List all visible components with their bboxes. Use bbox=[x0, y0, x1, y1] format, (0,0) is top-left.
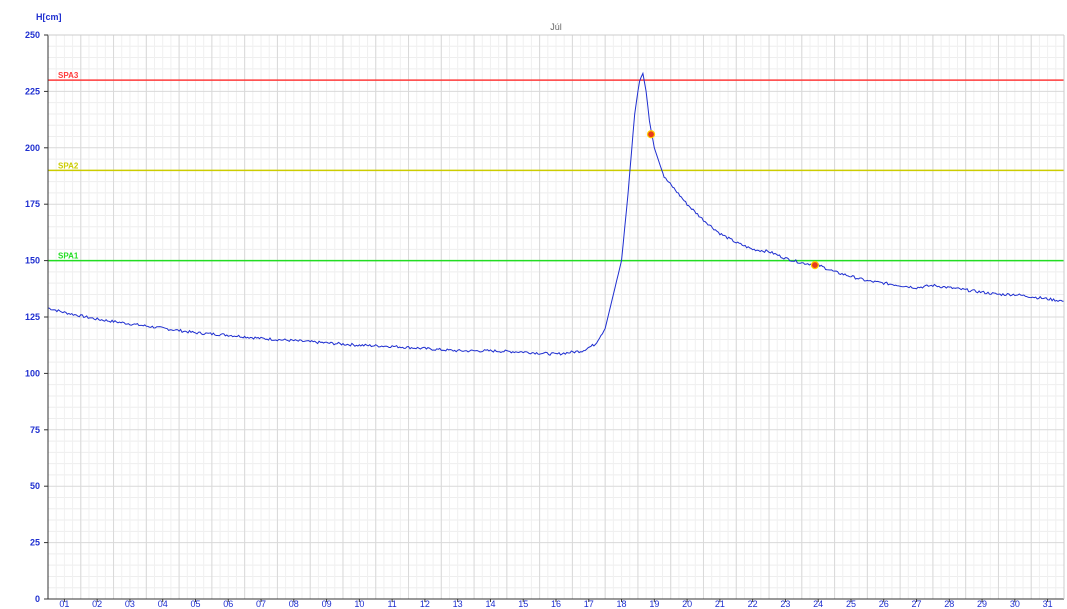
x-tick-label: 12 bbox=[420, 599, 430, 609]
x-tick-label: 14 bbox=[485, 599, 495, 609]
reference-label-spa1: SPA1 bbox=[58, 252, 79, 261]
x-tick-label: 23 bbox=[780, 599, 790, 609]
x-tick-label: 30 bbox=[1010, 599, 1020, 609]
x-tick-label: 08 bbox=[289, 599, 299, 609]
x-tick-label: 27 bbox=[912, 599, 922, 609]
y-tick-label: 175 bbox=[25, 199, 40, 209]
x-tick-label: 28 bbox=[944, 599, 954, 609]
x-tick-label: 10 bbox=[354, 599, 364, 609]
y-tick-labels: 0 25 50 75 100 125 150 175 200 225 250 bbox=[25, 30, 40, 604]
x-tick-label: 07 bbox=[256, 599, 266, 609]
x-tick-label: 24 bbox=[813, 599, 823, 609]
x-tick-label: 21 bbox=[715, 599, 725, 609]
y-tick-label: 100 bbox=[25, 368, 40, 378]
reference-label-spa3: SPA3 bbox=[58, 71, 79, 80]
series-layer bbox=[47, 71, 1064, 356]
y-tick-label: 0 bbox=[35, 594, 40, 604]
y-tick-label: 75 bbox=[30, 425, 40, 435]
data-marker bbox=[646, 130, 656, 139]
x-tick-label: 16 bbox=[551, 599, 561, 609]
x-tick-label: 05 bbox=[190, 599, 200, 609]
y-tick-label: 50 bbox=[30, 481, 40, 491]
x-tick-label: 17 bbox=[584, 599, 594, 609]
y-tick-label: 250 bbox=[25, 30, 40, 40]
x-tick-labels: 01 02 03 04 05 06 07 08 09 10 11 12 13 14 15 16 17 18 19 20… bbox=[59, 599, 1052, 609]
marker-layer bbox=[646, 130, 820, 270]
y-tick-label: 25 bbox=[30, 538, 40, 548]
x-tick-label: 19 bbox=[649, 599, 659, 609]
x-tick-label: 09 bbox=[322, 599, 332, 609]
reference-label-spa2: SPA2 bbox=[58, 161, 79, 170]
y-tick-label: 125 bbox=[25, 312, 40, 322]
reference-lines: SPA3 SPA2 SPA1 bbox=[48, 71, 1064, 262]
x-tick-label: 13 bbox=[453, 599, 463, 609]
y-tick-label: 200 bbox=[25, 143, 40, 153]
x-tick-label: 02 bbox=[92, 599, 102, 609]
x-tick-label: 01 bbox=[59, 599, 69, 609]
x-tick-label: 06 bbox=[223, 599, 233, 609]
chart-title: Júl bbox=[550, 22, 562, 32]
x-tick-label: 29 bbox=[977, 599, 987, 609]
x-tick-label: 22 bbox=[748, 599, 758, 609]
y-tick-label: 150 bbox=[25, 256, 40, 266]
x-tick-label: 26 bbox=[879, 599, 889, 609]
x-tick-label: 25 bbox=[846, 599, 856, 609]
y-axis-label: H[cm] bbox=[36, 12, 62, 22]
x-tick-label: 31 bbox=[1043, 599, 1053, 609]
x-tick-label: 18 bbox=[617, 599, 627, 609]
x-tick-label: 11 bbox=[387, 599, 396, 609]
series-line bbox=[47, 71, 1064, 356]
y-tick-label: 225 bbox=[25, 86, 40, 96]
x-tick-label: 15 bbox=[518, 599, 528, 609]
x-tick-label: 04 bbox=[158, 599, 168, 609]
data-marker bbox=[810, 261, 820, 270]
x-tick-label: 03 bbox=[125, 599, 135, 609]
x-tick-label: 20 bbox=[682, 599, 692, 609]
axes bbox=[44, 34, 1065, 602]
